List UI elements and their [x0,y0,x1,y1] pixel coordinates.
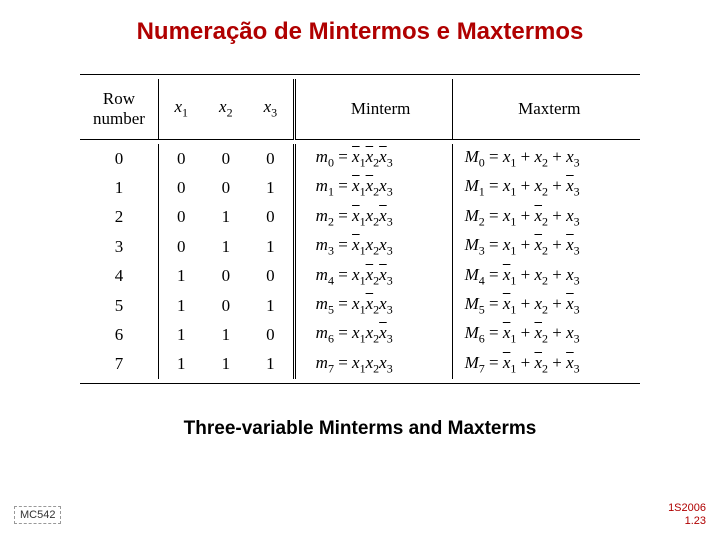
header-row-number: Rownumber [80,79,158,140]
table-row: 0000m0 = x1x2x3M0 = x1 + x2 + x3 [80,144,640,173]
header-minterm: Minterm [294,79,452,140]
page-title: Numeração de Mintermos e Maxtermos [0,0,720,46]
header-x1: x1 [158,79,203,140]
header-maxterm: Maxterm [452,79,640,140]
table-row: 6110m6 = x1x2x3M6 = x1 + x2 + x3 [80,320,640,349]
table-caption: Three-variable Minterms and Maxterms [0,418,720,440]
table-row: 7111m7 = x1x2x3M7 = x1 + x2 + x3 [80,350,640,379]
table-row: 3011m3 = x1x2x3M3 = x1 + x2 + x3 [80,232,640,261]
header-x3: x3 [248,79,294,140]
table-row: 1001m1 = x1x2x3M1 = x1 + x2 + x3 [80,173,640,202]
table-header-row: Rownumber x1 x2 x3 Minterm Maxterm [80,79,640,140]
table-row: 5101m5 = x1x2x3M5 = x1 + x2 + x3 [80,291,640,320]
minterm-maxterm-table: Rownumber x1 x2 x3 Minterm Maxterm 0000m… [80,74,640,384]
table-row: 2010m2 = x1x2x3M2 = x1 + x2 + x3 [80,203,640,232]
table-row: 4100m4 = x1x2x3M4 = x1 + x2 + x3 [80,262,640,291]
header-x2: x2 [204,79,249,140]
footer-course-code: MC542 [14,506,61,524]
footer-slide-number: 1S20061.23 [668,502,706,528]
